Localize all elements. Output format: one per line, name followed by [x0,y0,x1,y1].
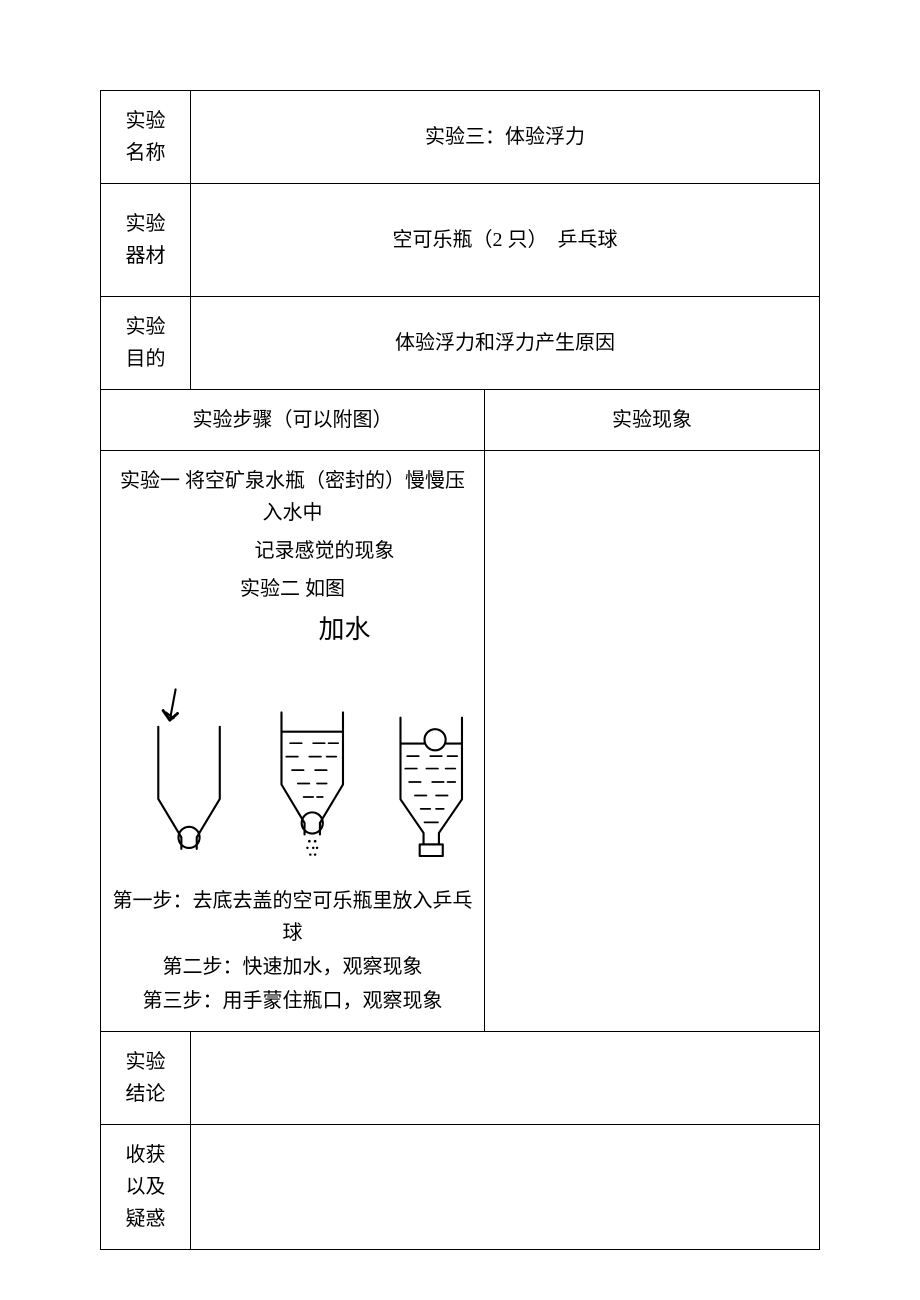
purpose-value: 体验浮力和浮力产生原因 [191,297,820,390]
exp1-line2: 记录感觉的现象 [111,535,474,567]
exp1-line1: 实验一 将空矿泉水瓶（密封的）慢慢压入水中 [111,465,474,529]
equipment-value: 空可乐瓶（2 只） 乒乓球 [191,184,820,297]
step-2: 第二步：快速加水，观察现象 [111,951,474,983]
phenomenon-cell [485,451,820,1032]
diagram-area: 加水 [111,607,474,865]
text: 收获 以及 疑惑 [126,1144,166,1230]
row-equipment-label: 实验 器材 [101,184,191,297]
step-1: 第一步：去底去盖的空可乐瓶里放入乒乓球 [111,885,474,949]
conclusion-cell [191,1031,820,1124]
text: 实验 结论 [126,1051,166,1105]
row-name-label: 实验 名称 [101,91,191,184]
diagram-3-icon [388,700,474,865]
steps-list: 第一步：去底去盖的空可乐瓶里放入乒乓球 第二步：快速加水，观察现象 第三步：用手… [111,885,474,1017]
row-gains-label: 收获 以及 疑惑 [101,1124,191,1249]
diagram-2-icon [269,680,355,865]
text: 实验 目的 [126,316,166,370]
gains-cell [191,1124,820,1249]
diagram-1-icon [141,680,237,865]
text: 实验 器材 [126,213,166,267]
row-purpose-label: 实验 目的 [101,297,191,390]
experiment-table: 实验 名称 实验三：体验浮力 实验 器材 空可乐瓶（2 只） 乒乓球 实验 目的… [100,90,820,1250]
text: 实验 名称 [126,110,166,164]
experiment-title: 实验三：体验浮力 [191,91,820,184]
step-3: 第三步：用手蒙住瓶口，观察现象 [111,985,474,1017]
header-phenomenon: 实验现象 [485,390,820,451]
add-water-label: 加水 [163,609,526,651]
header-steps: 实验步骤（可以附图） [101,390,485,451]
row-conclusion-label: 实验 结论 [101,1031,191,1124]
exp2-label: 实验二 如图 [111,573,474,605]
steps-cell: 实验一 将空矿泉水瓶（密封的）慢慢压入水中 记录感觉的现象 实验二 如图 加水 [101,451,485,1032]
